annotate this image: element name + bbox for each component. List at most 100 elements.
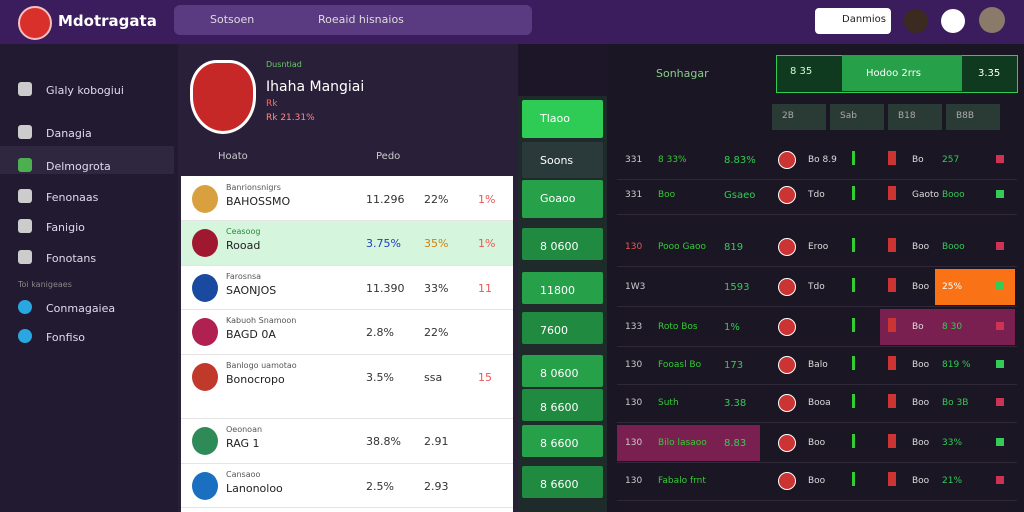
team-kicker: Kabuoh Snamoon — [226, 316, 297, 325]
row-score: Boo — [912, 242, 930, 252]
row-score: Boo — [912, 360, 930, 370]
odds-b: 2.91 — [424, 435, 449, 448]
dot — [996, 155, 1004, 163]
bet-button[interactable] — [522, 312, 603, 344]
team-kicker: Banrionsnigrs — [226, 183, 281, 192]
odds-b: 22% — [424, 193, 449, 206]
row-score: Boo — [912, 282, 930, 292]
row-pct: 1% — [724, 322, 740, 333]
bet-button[interactable] — [522, 466, 603, 498]
bet-text: Goaoo — [540, 192, 576, 205]
list-row[interactable] — [181, 419, 513, 464]
odds-c: 1% — [478, 237, 496, 250]
bar-mark — [852, 186, 855, 200]
bet-button[interactable] — [522, 228, 603, 260]
row-team: Boo — [808, 438, 826, 448]
button[interactable] — [815, 8, 891, 34]
search[interactable] — [174, 5, 532, 35]
list-row[interactable] — [181, 266, 513, 310]
side-item[interactable]: Delmogrota — [46, 160, 111, 173]
side-item[interactable]: Conmagaiea — [46, 302, 116, 315]
team-logo — [192, 472, 218, 500]
avatar — [979, 7, 1005, 33]
logo-icon — [18, 6, 52, 40]
row-pct: Gsaeo — [724, 190, 756, 201]
row-id: 130 — [625, 476, 643, 486]
list-row[interactable] — [181, 221, 513, 266]
bet-button[interactable] — [522, 142, 603, 178]
bet-button[interactable] — [522, 100, 603, 138]
bet-button[interactable] — [522, 425, 603, 457]
team-logo — [192, 427, 218, 455]
dot — [996, 242, 1004, 250]
bet-text: 8 6600 — [540, 437, 579, 450]
flag — [888, 356, 896, 370]
board-row — [617, 462, 1017, 463]
board-row — [617, 179, 1017, 180]
side-icon — [18, 189, 32, 203]
list-row[interactable] — [181, 464, 513, 508]
row-name: Suth — [658, 398, 679, 408]
head-cell — [946, 104, 1000, 130]
row-score: Boo — [912, 438, 930, 448]
side-item[interactable]: Fonotans — [46, 252, 97, 265]
bet-text: 11800 — [540, 284, 575, 297]
side-item[interactable]: Glaly kobogiui — [46, 84, 124, 97]
odds-c: 1% — [478, 193, 496, 206]
dot — [996, 190, 1004, 198]
row-name: 8 33% — [658, 155, 687, 165]
button-text: Danmios — [842, 14, 887, 25]
row-odds: 8 30 — [942, 322, 963, 332]
flag — [888, 278, 896, 292]
list-row[interactable] — [181, 355, 513, 419]
bet-text: Soons — [540, 154, 574, 167]
row-id: 130 — [625, 398, 643, 408]
odds-a: 3.5% — [366, 371, 394, 384]
board-row — [617, 266, 1017, 267]
row-id: 331 — [625, 190, 643, 200]
team-name: BAHOSSMO — [226, 195, 291, 208]
head-cell — [830, 104, 884, 130]
list-row[interactable] — [181, 177, 513, 221]
kicker: Dusntiad — [266, 60, 302, 69]
flag — [888, 186, 896, 200]
team-name: RAG 1 — [226, 437, 260, 450]
team-kicker: Cansaoo — [226, 470, 261, 479]
top-cell: 8 35 — [790, 66, 813, 77]
board-row — [617, 384, 1017, 385]
row-team: Bo 8.9 — [808, 155, 837, 165]
bet-button[interactable] — [522, 389, 603, 421]
side-icon — [18, 329, 32, 343]
bet-button[interactable] — [522, 272, 603, 304]
row-odds: Booo — [942, 190, 965, 200]
list-row[interactable] — [181, 310, 513, 355]
flag — [778, 151, 796, 169]
side-icon — [18, 300, 32, 314]
odds-c: 15 — [478, 371, 492, 384]
dot — [996, 398, 1004, 406]
row-team: Tdo — [808, 190, 825, 200]
row-odds: 21% — [942, 476, 963, 486]
match-title: Ihaha Mangiai — [266, 79, 365, 95]
row-odds: 25% — [942, 282, 963, 292]
team-kicker: Ceasoog — [226, 227, 261, 236]
bet-button[interactable] — [522, 355, 603, 387]
tab[interactable]: Pedo — [376, 151, 401, 162]
row-name: Boo — [658, 190, 676, 200]
row-score: Bo — [912, 155, 924, 165]
tab[interactable]: Hoato — [218, 151, 248, 162]
side-item[interactable]: Fenonaas — [46, 191, 99, 204]
row-score: Gaoto — [912, 190, 940, 200]
row-id: 130 — [625, 242, 643, 252]
side-item[interactable]: Fonfiso — [46, 331, 86, 344]
bet-text: 8 0600 — [540, 240, 579, 253]
highlight — [617, 425, 760, 461]
side-section: Toi kanigeaes — [18, 280, 72, 289]
head-cell — [772, 104, 826, 130]
side-item[interactable]: Danagia — [46, 127, 92, 140]
side-item[interactable]: Fanigio — [46, 221, 85, 234]
row-pct: 8.83% — [724, 155, 756, 166]
board-row — [617, 214, 1017, 215]
bet-button[interactable] — [522, 180, 603, 218]
